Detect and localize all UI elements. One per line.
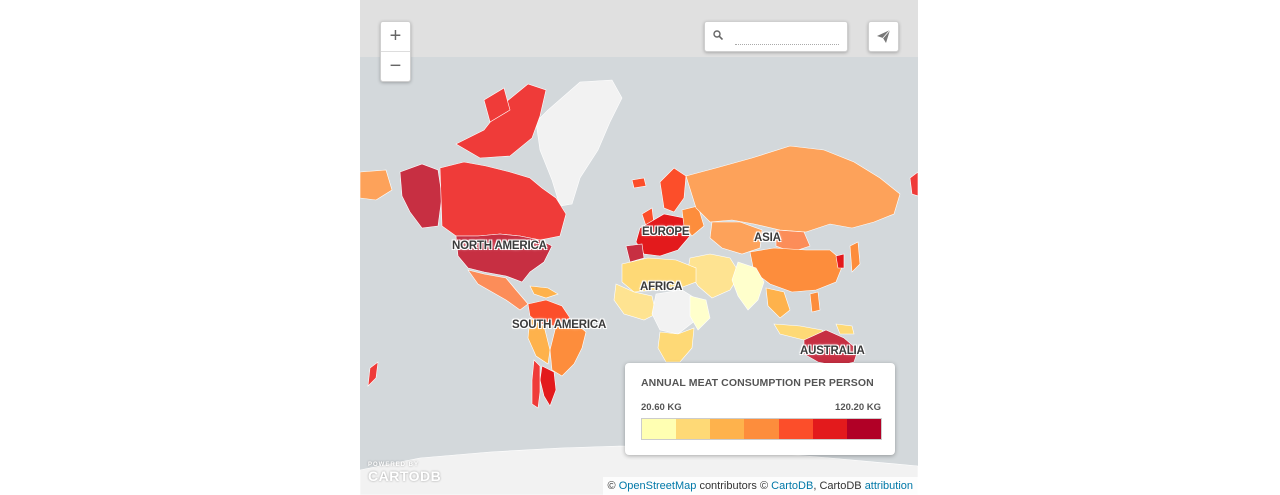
legend-swatch (846, 419, 881, 439)
region-japan (849, 241, 861, 273)
region-iberia (625, 243, 645, 263)
logo-powered-text: POWERED BY (368, 462, 420, 468)
region-alaska (399, 163, 443, 229)
continent-label-africa: AFRICA (640, 281, 683, 293)
search-icon (713, 30, 723, 40)
cartodb-logo[interactable]: POWERED BY CARTODB (368, 462, 441, 486)
attribution-link[interactable]: attribution (864, 480, 913, 492)
attribution-cartodb-text: , CartoDB (813, 480, 862, 492)
choropleth-legend: ANNUAL MEAT CONSUMPTION PER PERSON 20.60… (625, 363, 895, 455)
attribution-contributors: contributors © (699, 480, 769, 492)
attribution-prefix: © (607, 480, 616, 492)
map-attribution: © OpenStreetMap contributors © CartoDB, … (602, 477, 918, 495)
logo-name-text: CARTODB (368, 468, 442, 484)
region-russia (685, 145, 901, 233)
region-venezuela (527, 299, 571, 327)
region-australia (803, 329, 859, 367)
legend-min-label: 20.60 KG (641, 402, 682, 413)
legend-swatch (778, 419, 813, 439)
zoom-in-button[interactable]: + (389, 25, 402, 47)
continent-label-australia: AUSTRALIA (800, 345, 865, 357)
region-canada (439, 161, 567, 241)
region-mongolia (775, 229, 811, 253)
search-box (704, 21, 848, 52)
cartodb-link[interactable]: CartoDB (771, 480, 814, 492)
region-se-asia (765, 287, 791, 319)
region-central-africa (651, 289, 699, 335)
legend-max-label: 120.20 KG (835, 402, 881, 413)
zoom-out-button[interactable]: − (381, 51, 410, 81)
region-india (731, 261, 765, 311)
continent-label-south-america: SOUTH AMERICA (512, 319, 607, 331)
region-chile (531, 359, 541, 409)
region-east-africa (689, 295, 711, 331)
legend-swatch (710, 419, 745, 439)
region-greenland (535, 79, 623, 207)
region-canada-arctic-2 (483, 87, 511, 123)
region-argentina (539, 365, 557, 407)
region-iceland (631, 177, 647, 189)
region-usa (455, 233, 553, 283)
legend-swatch (812, 419, 847, 439)
region-korea (835, 253, 845, 269)
region-russia-west-edge (360, 169, 393, 201)
region-south-africa (657, 327, 695, 363)
share-button[interactable] (868, 21, 899, 52)
region-kazakhstan (709, 221, 763, 255)
region-russia-east-edge (909, 171, 918, 197)
region-philippines (809, 291, 821, 313)
region-png (835, 323, 855, 335)
map-view[interactable]: NORTH AMERICA EUROPE ASIA AFRICA SOUTH A… (360, 0, 918, 495)
zoom-control: + − (380, 21, 411, 82)
continent-label-asia: ASIA (754, 232, 781, 244)
continent-label-north-america: NORTH AMERICA (452, 240, 547, 252)
region-caribbean (529, 285, 559, 299)
legend-title: ANNUAL MEAT CONSUMPTION PER PERSON (641, 377, 874, 389)
paper-plane-icon (877, 29, 891, 43)
region-west-africa (613, 283, 657, 321)
legend-color-ramp (641, 418, 882, 440)
region-mexico (467, 269, 529, 311)
legend-swatch (676, 419, 711, 439)
region-north-africa (621, 257, 697, 293)
continent-label-europe: EUROPE (642, 226, 690, 238)
openstreetmap-link[interactable]: OpenStreetMap (618, 480, 697, 492)
search-input[interactable] (735, 30, 839, 45)
region-scandinavia (659, 167, 687, 213)
region-china (749, 247, 845, 293)
legend-swatch (744, 419, 779, 439)
region-brazil (549, 319, 587, 377)
region-new-zealand (367, 361, 379, 387)
region-peru (527, 317, 551, 365)
legend-swatch (642, 419, 677, 439)
